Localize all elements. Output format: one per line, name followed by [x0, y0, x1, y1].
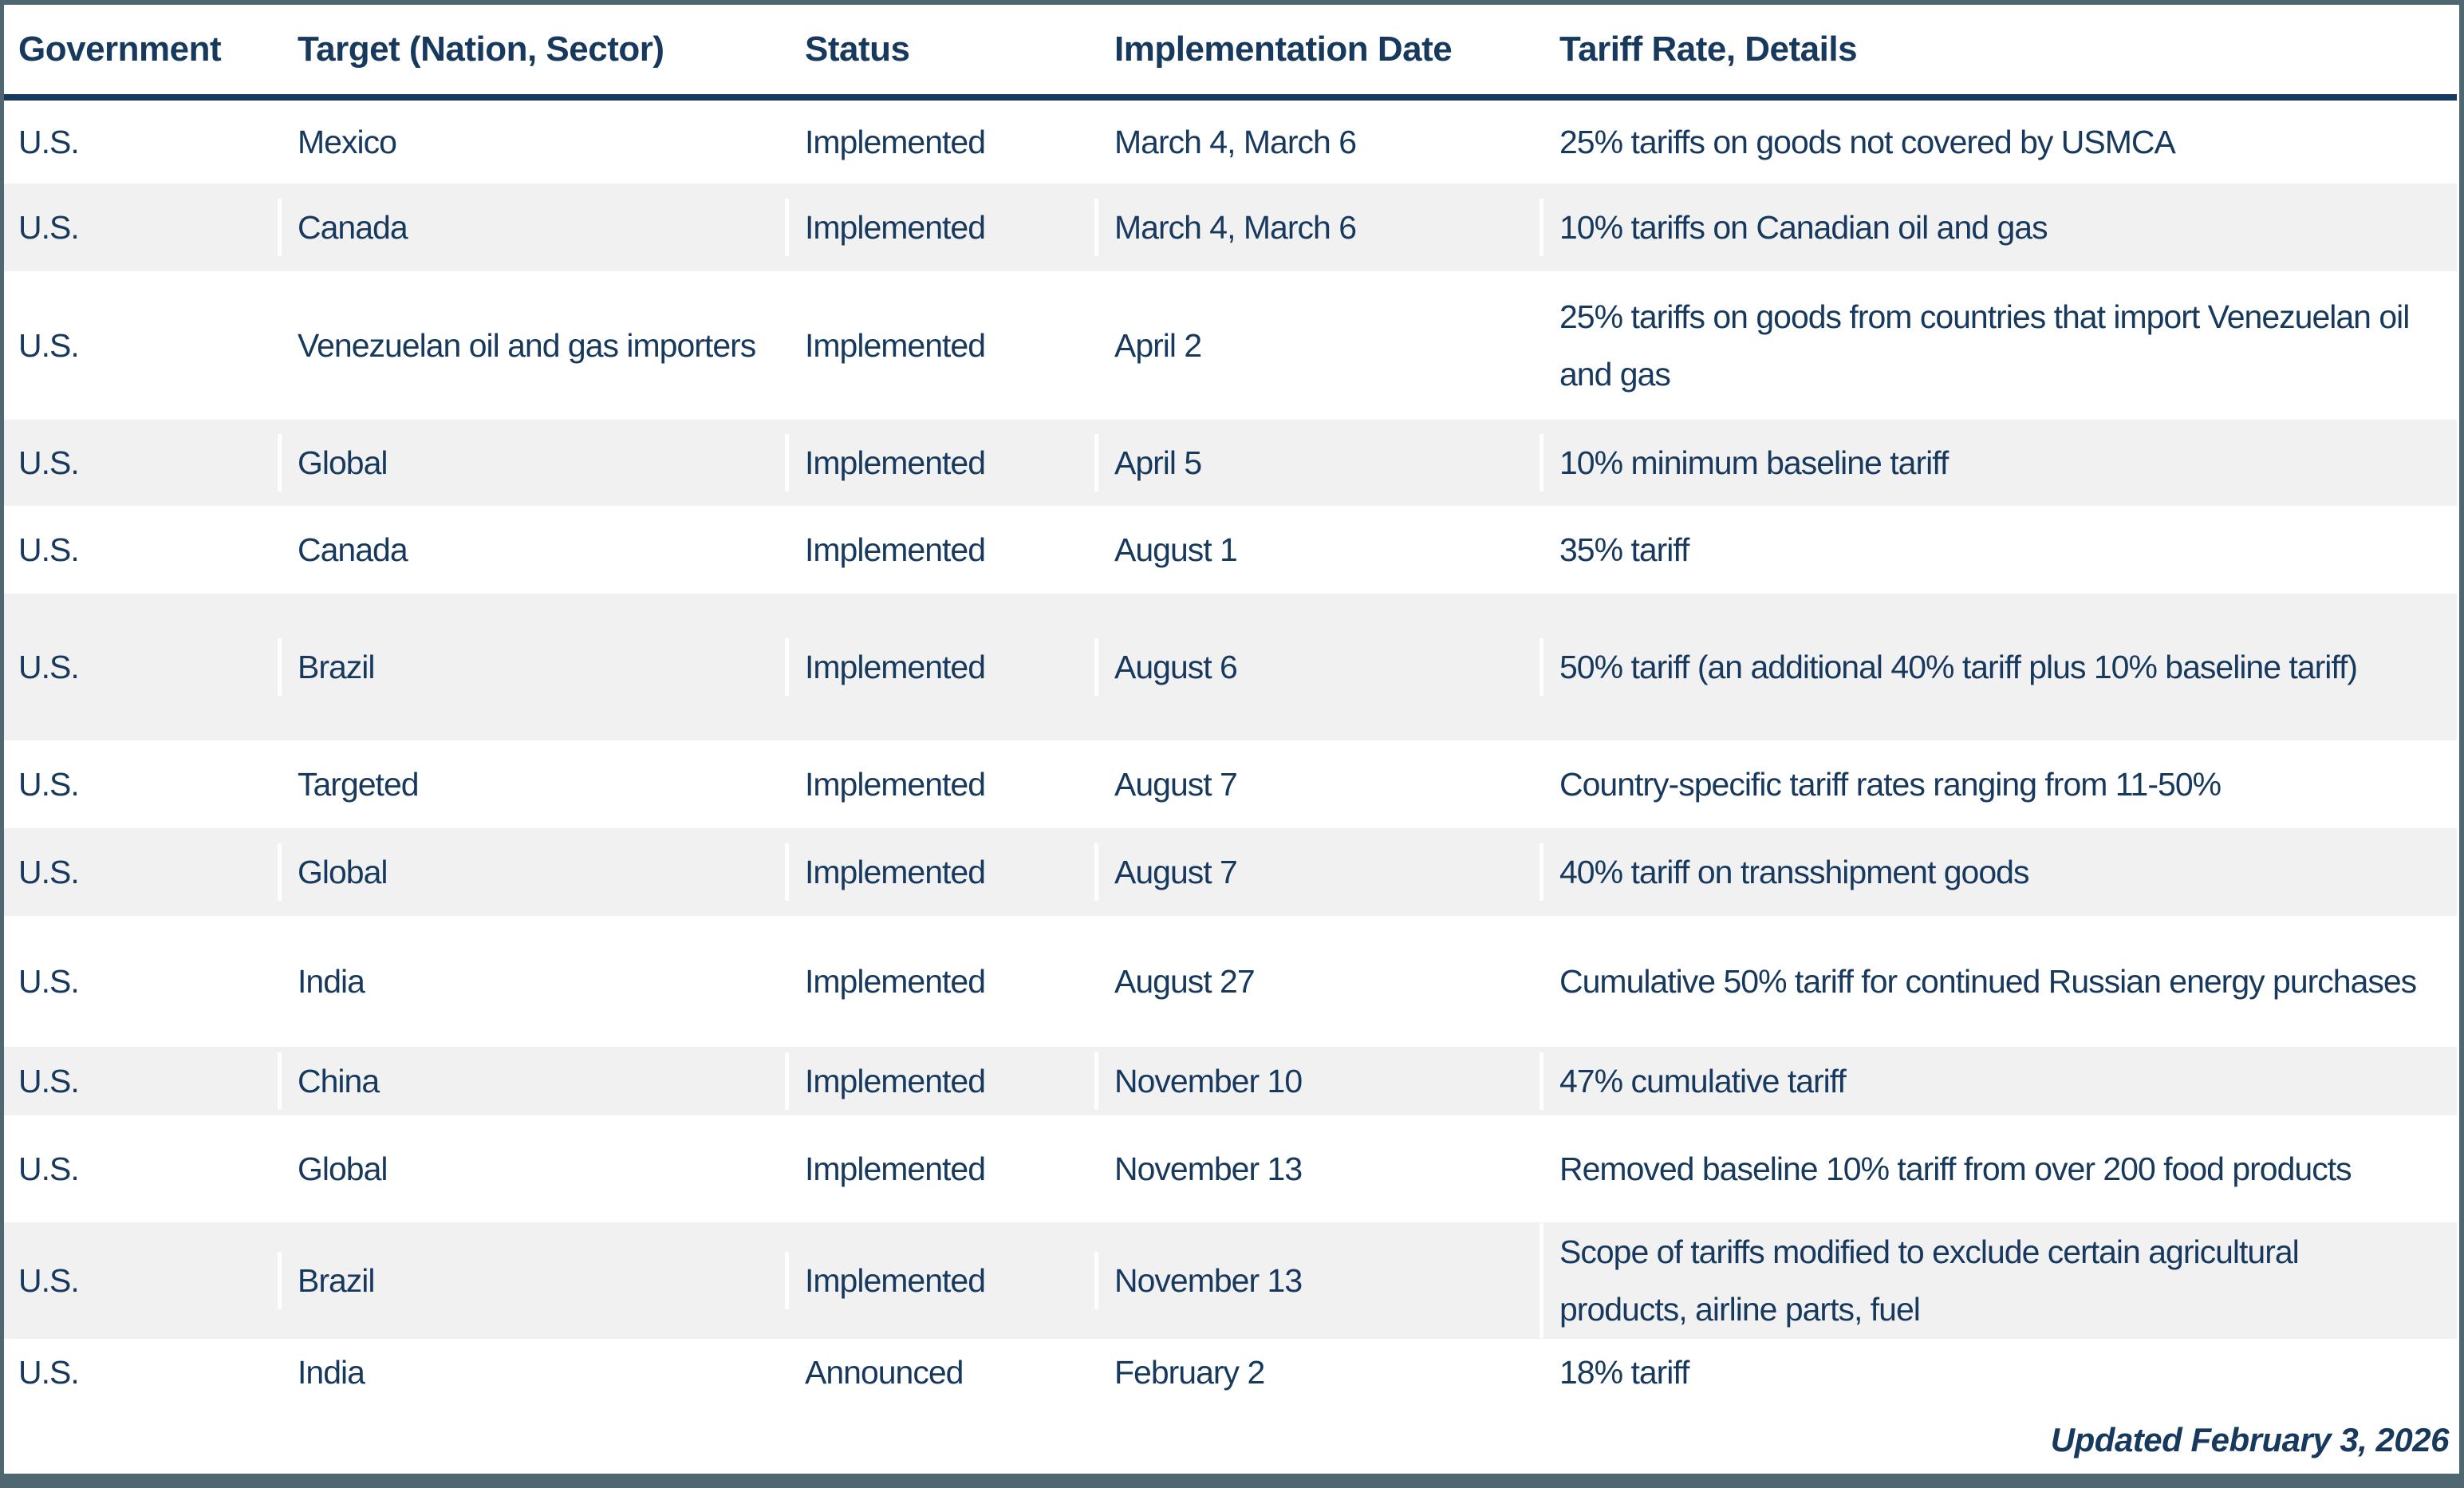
cell-status: Implemented [785, 521, 1094, 578]
column-header-tariff-rate-details: Tariff Rate, Details [1540, 30, 2457, 69]
cell-target: Venezuelan oil and gas importers [278, 317, 785, 374]
column-header-government: Government [18, 30, 222, 69]
column-header-target: Target (Nation, Sector) [278, 30, 785, 69]
cell-status: Implemented [785, 638, 1094, 696]
cell-government: U.S. [18, 209, 80, 246]
table-row: U.S. Targeted Implemented August 7 Country-s… [4, 740, 2457, 828]
cell-details: 10% tariffs on Canadian oil and gas [1540, 199, 2457, 256]
cell-target: Mexico [278, 113, 785, 171]
cell-details: Removed baseline 10% tariff from over 20… [1540, 1140, 2457, 1198]
cell-date: August 27 [1094, 953, 1540, 1010]
updated-note: Updated February 3, 2026 [2050, 1420, 2450, 1458]
cell-date: August 6 [1094, 638, 1540, 696]
cell-status: Implemented [785, 1052, 1094, 1110]
cell-target: China [278, 1052, 785, 1110]
cell-status: Implemented [785, 317, 1094, 374]
cell-status: Implemented [785, 434, 1094, 491]
cell-date: August 7 [1094, 756, 1540, 813]
cell-government: U.S. [18, 766, 80, 803]
table-row: U.S. China Implemented November 10 47% cumul… [4, 1047, 2457, 1115]
cell-target: Canada [278, 521, 785, 578]
cell-date: April 2 [1094, 317, 1540, 374]
cell-government: U.S. [18, 1354, 80, 1391]
cell-details: Cumulative 50% tariff for continued Russ… [1540, 953, 2457, 1010]
cell-government: U.S. [18, 531, 80, 568]
cell-status: Implemented [785, 953, 1094, 1010]
cell-target: India [278, 1344, 785, 1401]
cell-status: Implemented [785, 113, 1094, 171]
cell-government: U.S. [18, 854, 80, 890]
cell-target: Brazil [278, 638, 785, 696]
cell-status: Implemented [785, 1252, 1094, 1309]
cell-target: Targeted [278, 756, 785, 813]
cell-target: Global [278, 1140, 785, 1198]
table-row: U.S. Brazil Implemented November 13 Scope of… [4, 1222, 2457, 1339]
cell-government: U.S. [18, 124, 80, 160]
cell-date: November 13 [1094, 1140, 1540, 1198]
cell-target: Global [278, 843, 785, 901]
cell-details: 50% tariff (an additional 40% tariff plu… [1540, 638, 2457, 696]
cell-target: India [278, 953, 785, 1010]
cell-details: 10% minimum baseline tariff [1540, 434, 2457, 491]
cell-target: Brazil [278, 1252, 785, 1309]
table-row: U.S. India Announced February 2 18% tariff [4, 1339, 2457, 1406]
cell-government: U.S. [18, 327, 80, 364]
table-row: U.S. Global Implemented April 5 10% minimum … [4, 420, 2457, 506]
cell-date: August 1 [1094, 521, 1540, 578]
cell-target: Global [278, 434, 785, 491]
cell-details: 40% tariff on transshipment goods [1540, 843, 2457, 901]
cell-status: Announced [785, 1344, 1094, 1401]
cell-status: Implemented [785, 199, 1094, 256]
table-row: U.S. Mexico Implemented March 4, March 6 25%… [4, 101, 2457, 184]
cell-status: Implemented [785, 756, 1094, 813]
cell-details: 18% tariff [1540, 1344, 2457, 1401]
cell-date: November 10 [1094, 1052, 1540, 1110]
footer: Updated February 3, 2026 [4, 1406, 2457, 1474]
table-row: U.S. Canada Implemented March 4, March 6 10%… [4, 184, 2457, 271]
cell-status: Implemented [785, 1140, 1094, 1198]
cell-target: Canada [278, 199, 785, 256]
cell-government: U.S. [18, 444, 80, 481]
cell-status: Implemented [785, 843, 1094, 901]
cell-details: 35% tariff [1540, 521, 2457, 578]
cell-details: Scope of tariffs modified to exclude cer… [1540, 1223, 2457, 1338]
table-header-row: Government Target (Nation, Sector) Statu… [4, 5, 2457, 94]
table-row: U.S. India Implemented August 27 Cumulative … [4, 916, 2457, 1047]
cell-government: U.S. [18, 1151, 80, 1187]
tariff-table: Government Target (Nation, Sector) Statu… [4, 5, 2457, 1474]
cell-details: 25% tariffs on goods from countries that… [1540, 288, 2457, 403]
table-row: U.S. Canada Implemented August 1 35% tariff [4, 506, 2457, 594]
cell-date: August 7 [1094, 843, 1540, 901]
table-row: U.S. Global Implemented November 13 Removed … [4, 1115, 2457, 1222]
table-row: U.S. Global Implemented August 7 40% tariff … [4, 828, 2457, 916]
column-header-status: Status [785, 30, 1094, 69]
cell-government: U.S. [18, 963, 80, 1000]
cell-date: November 13 [1094, 1252, 1540, 1309]
header-underline [4, 94, 2457, 101]
cell-details: 47% cumulative tariff [1540, 1052, 2457, 1110]
table-body: U.S. Mexico Implemented March 4, March 6 25%… [4, 101, 2457, 1406]
cell-date: March 4, March 6 [1094, 113, 1540, 171]
table-row: U.S. Brazil Implemented August 6 50% tariff … [4, 594, 2457, 740]
cell-details: 25% tariffs on goods not covered by USMC… [1540, 113, 2457, 171]
cell-government: U.S. [18, 649, 80, 685]
table-row: U.S. Venezuelan oil and gas importers Impl… [4, 271, 2457, 420]
cell-government: U.S. [18, 1063, 80, 1099]
cell-details: Country-specific tariff rates ranging fr… [1540, 756, 2457, 813]
cell-government: U.S. [18, 1262, 80, 1299]
cell-date: April 5 [1094, 434, 1540, 491]
cell-date: February 2 [1094, 1344, 1540, 1401]
column-header-implementation-date: Implementation Date [1094, 30, 1540, 69]
cell-date: March 4, March 6 [1094, 199, 1540, 256]
